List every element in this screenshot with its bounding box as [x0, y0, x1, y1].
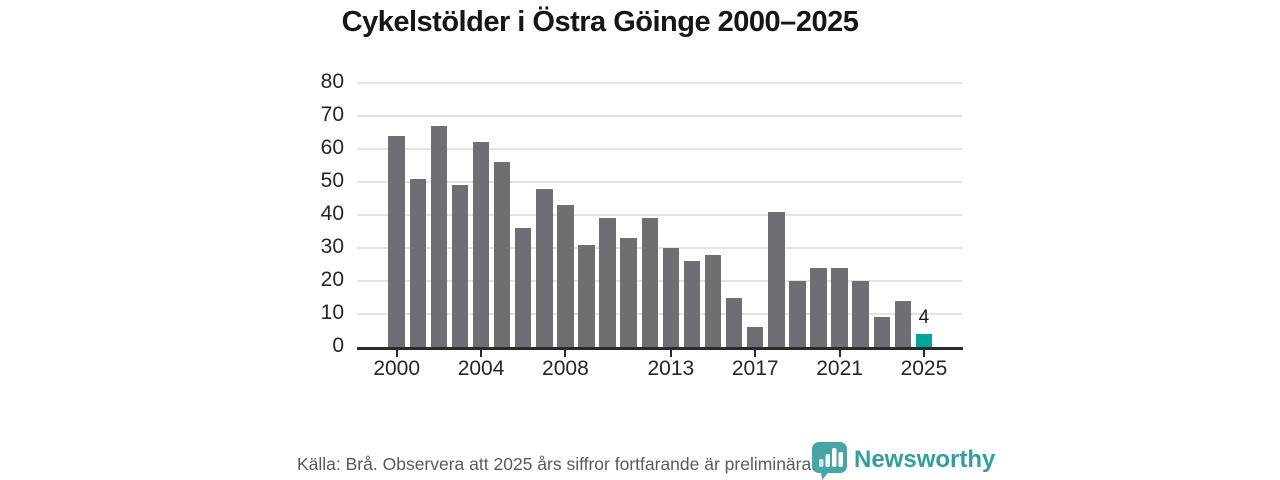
bar-2010: [599, 218, 616, 347]
bar-2000: [388, 135, 405, 347]
gridline-y-70: [357, 115, 962, 117]
bar-2019: [789, 281, 806, 347]
bar-2014: [683, 261, 701, 347]
x-tick-2025: [922, 350, 925, 357]
bar-2017: [746, 327, 764, 347]
bar-chart-bubble-icon: [812, 442, 847, 480]
bar-2009: [578, 244, 595, 347]
bar-2016: [725, 297, 743, 347]
gridline-y-40: [357, 214, 962, 216]
bar-2004: [472, 142, 490, 347]
bar-2013: [662, 248, 680, 347]
bar-2006: [514, 228, 532, 347]
highlight-value-label: 4: [918, 306, 930, 328]
y-axis-label-30: 30: [320, 235, 344, 258]
bar-2025: [915, 333, 933, 347]
bar-2018: [768, 211, 785, 347]
bar-2001: [409, 178, 427, 347]
y-axis-label-80: 80: [320, 70, 344, 93]
x-axis-line: [357, 347, 963, 350]
x-tick-2017: [754, 350, 757, 357]
y-axis-label-10: 10: [320, 301, 344, 324]
bar-2007: [536, 188, 553, 347]
bar-2012: [641, 218, 659, 347]
x-axis-label-2017: 2017: [731, 357, 779, 380]
bar-2003: [451, 185, 469, 347]
bar-2023: [873, 317, 891, 347]
gridline-y-30: [357, 247, 962, 249]
x-axis-label-2021: 2021: [816, 357, 863, 380]
bar-2011: [620, 238, 637, 347]
gridline-y-80: [357, 82, 962, 84]
gridline-y-60: [357, 148, 962, 150]
y-axis-label-0: 0: [332, 334, 344, 357]
x-axis-label-2013: 2013: [647, 357, 695, 380]
y-axis-label-20: 20: [320, 268, 344, 291]
plot-area: 4: [357, 82, 962, 347]
x-axis-label-2000: 2000: [373, 357, 421, 380]
bar-2021: [831, 267, 848, 347]
x-axis-label-2008: 2008: [542, 357, 589, 380]
y-axis-label-60: 60: [320, 136, 344, 159]
x-tick-2000: [395, 350, 398, 357]
source-note: Källa: Brå. Observera att 2025 års siffr…: [297, 454, 817, 474]
y-axis-label-50: 50: [320, 169, 344, 192]
x-tick-2021: [838, 350, 841, 357]
y-axis-label-40: 40: [320, 202, 344, 225]
x-tick-2013: [669, 350, 672, 357]
bar-2005: [493, 162, 511, 347]
bar-2024: [894, 300, 912, 347]
y-axis-label-70: 70: [320, 103, 344, 126]
newsworthy-logo[interactable]: Newsworthy: [812, 442, 995, 480]
bar-2020: [810, 267, 827, 347]
chart-title: Cykelstölder i Östra Göinge 2000–2025: [341, 6, 859, 38]
x-axis-label-2025: 2025: [900, 357, 948, 380]
bar-2008: [557, 205, 574, 347]
gridline-y-50: [357, 181, 962, 183]
x-tick-2004: [480, 350, 483, 357]
bar-2022: [852, 281, 869, 347]
gridline-y-20: [357, 280, 962, 282]
gridline-y-10: [357, 313, 962, 315]
bar-2002: [430, 125, 448, 347]
bar-2015: [704, 254, 722, 347]
x-tick-2008: [564, 350, 567, 357]
x-axis-label-2004: 2004: [457, 357, 505, 380]
newsworthy-wordmark: Newsworthy: [854, 446, 996, 473]
